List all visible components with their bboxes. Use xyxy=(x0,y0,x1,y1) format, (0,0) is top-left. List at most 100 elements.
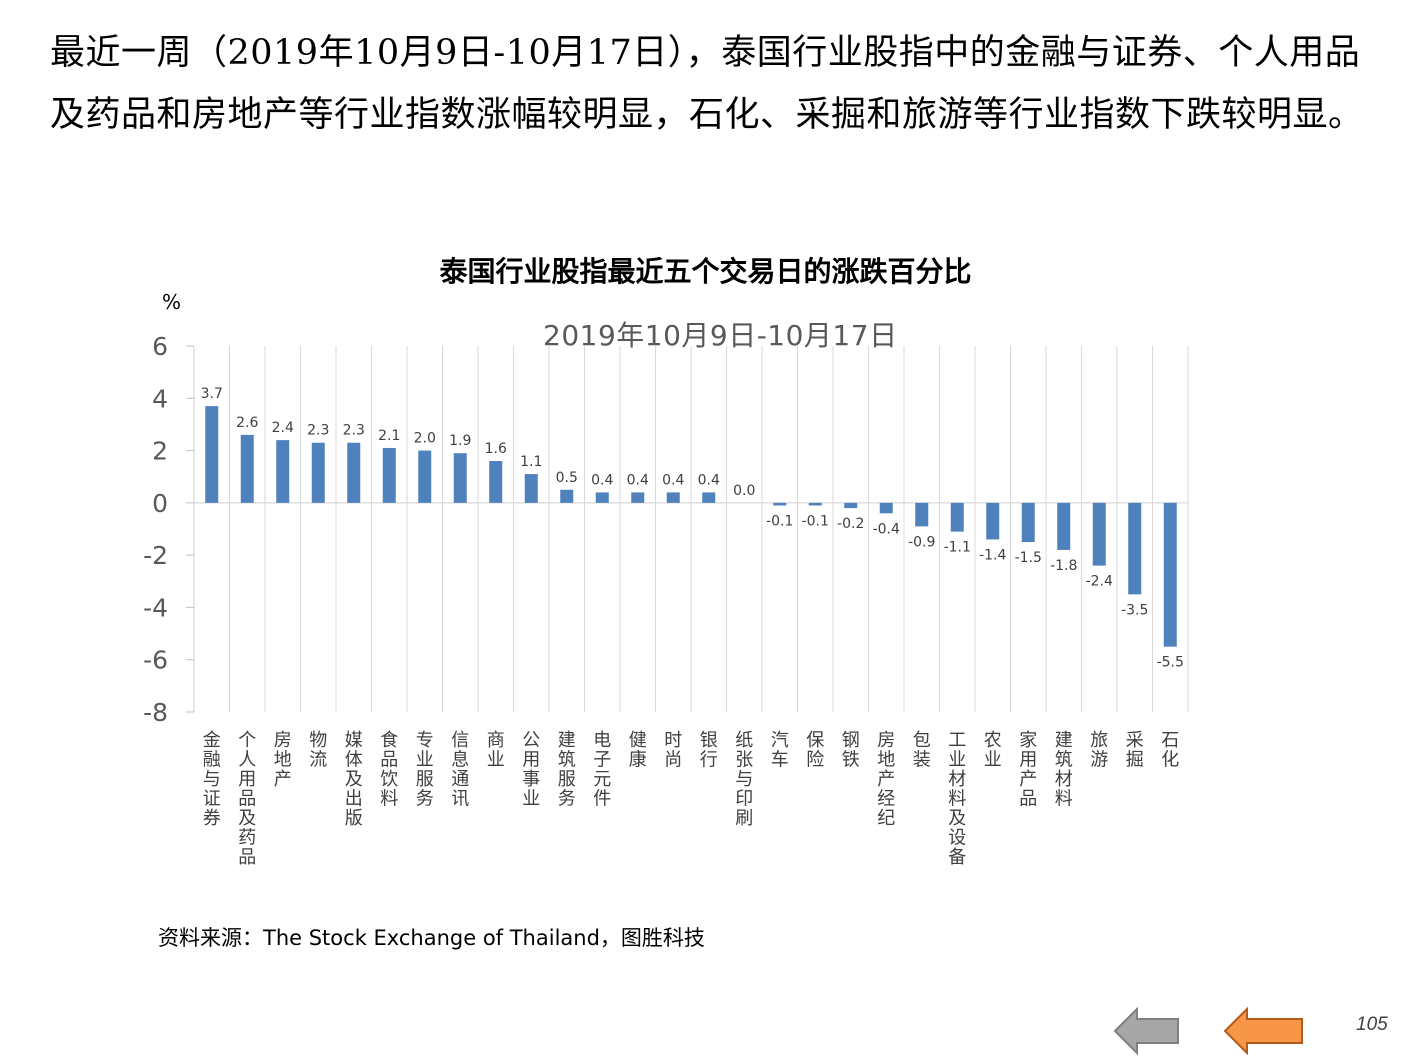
bar xyxy=(311,442,325,503)
category-label: 银行 xyxy=(700,730,718,771)
data-label: -1.8 xyxy=(1050,558,1077,574)
category-label: 个人用品及药品 xyxy=(238,730,256,868)
bar xyxy=(1021,502,1035,543)
bar-chart: 6 4 2 0 -2 -4 -6 -8 3.7 金融与证券 2.6 个人用品及药品 2.4 房地产 2.3 物… xyxy=(143,332,1189,868)
category-label: 商业 xyxy=(487,730,505,771)
data-label: -0.1 xyxy=(766,513,793,529)
data-label: -3.5 xyxy=(1121,602,1148,618)
bar xyxy=(595,492,609,503)
data-label: 2.0 xyxy=(414,431,436,447)
data-label: -0.2 xyxy=(837,516,864,532)
category-label: 钢铁 xyxy=(842,730,860,771)
y-tick-label: -2 xyxy=(143,541,168,570)
category-label: 信息通讯 xyxy=(451,730,469,810)
forward-button[interactable] xyxy=(1222,1006,1307,1060)
category-label: 房地产经纪 xyxy=(877,730,895,829)
category-label: 建筑服务 xyxy=(558,730,576,810)
back-button[interactable] xyxy=(1112,1006,1182,1060)
data-label: -1.4 xyxy=(979,547,1006,563)
category-label: 公用事业 xyxy=(522,730,540,810)
bar xyxy=(631,492,645,503)
data-label: 2.4 xyxy=(272,420,294,436)
category-label: 电子元件 xyxy=(593,730,611,810)
data-label: 0.4 xyxy=(591,472,613,488)
category-label: 汽车 xyxy=(771,730,789,771)
bar xyxy=(666,492,680,503)
bar xyxy=(808,502,822,506)
data-label: 0.5 xyxy=(556,470,578,486)
category-label: 金融与证券 xyxy=(203,730,221,829)
bar xyxy=(418,450,432,503)
data-label: -1.5 xyxy=(1015,550,1042,566)
y-tick-label: -8 xyxy=(143,698,168,727)
bar xyxy=(560,489,574,503)
category-label: 家用产品 xyxy=(1019,730,1037,810)
category-label: 时尚 xyxy=(664,730,682,771)
data-label: 0.4 xyxy=(698,472,720,488)
category-label: 农业 xyxy=(984,730,1002,771)
page-number: 105 xyxy=(1356,1014,1388,1035)
category-label: 石化 xyxy=(1161,730,1179,771)
data-label: 2.6 xyxy=(236,415,258,431)
bar xyxy=(844,502,858,509)
category-label: 食品饮料 xyxy=(380,730,398,810)
bar xyxy=(879,502,893,514)
category-label: 采掘 xyxy=(1126,730,1144,771)
category-label: 健康 xyxy=(629,730,647,771)
chart-subtitle: 2019年10月9日-10月17日 xyxy=(543,319,898,352)
bar xyxy=(702,492,716,503)
category-label: 媒体及出版 xyxy=(345,730,363,829)
category-label: 旅游 xyxy=(1090,730,1108,771)
data-label: -5.5 xyxy=(1157,655,1184,671)
bar xyxy=(1163,502,1177,647)
bar xyxy=(773,502,787,506)
bar xyxy=(915,502,929,527)
intro-paragraph: 最近一周（2019年10月9日-10月17日），泰国行业股指中的金融与证券、个人… xyxy=(50,33,1364,135)
bar xyxy=(1092,502,1106,566)
category-label: 物流 xyxy=(309,730,327,771)
y-tick-label: -6 xyxy=(143,646,168,675)
category-label: 纸张与印刷 xyxy=(735,730,753,829)
bar xyxy=(1057,502,1071,550)
data-label: 1.6 xyxy=(485,441,507,457)
bar xyxy=(524,474,538,503)
bar xyxy=(453,453,467,503)
bar xyxy=(240,434,254,503)
data-label: -2.4 xyxy=(1086,574,1113,590)
bar xyxy=(1128,502,1142,595)
y-tick-label: -4 xyxy=(143,593,168,622)
bar xyxy=(950,502,964,532)
bar xyxy=(986,502,1000,540)
category-label: 包装 xyxy=(913,730,931,771)
category-label: 工业材料及设备 xyxy=(948,730,966,868)
y-axis-unit: % xyxy=(162,290,182,314)
data-label: -0.1 xyxy=(802,513,829,529)
data-label: 1.1 xyxy=(520,454,542,470)
data-label: 0.4 xyxy=(627,472,649,488)
bar xyxy=(205,406,219,503)
data-label: 2.1 xyxy=(378,428,400,444)
category-label: 房地产 xyxy=(274,730,292,790)
data-label: 0.0 xyxy=(733,483,755,499)
chart-title: 泰国行业股指最近五个交易日的涨跌百分比 xyxy=(439,255,972,288)
bar xyxy=(276,440,290,503)
data-label: -0.4 xyxy=(873,521,900,537)
data-label: -0.9 xyxy=(908,534,935,550)
left-arrow-icon xyxy=(1113,1006,1179,1056)
data-label: 2.3 xyxy=(307,423,329,439)
data-label: 2.3 xyxy=(343,423,365,439)
data-label: 1.9 xyxy=(449,433,471,449)
y-tick-label: 4 xyxy=(152,384,168,413)
category-label: 保险 xyxy=(806,730,824,771)
bar xyxy=(382,447,396,503)
bar xyxy=(347,442,361,503)
data-label: -1.1 xyxy=(944,540,971,556)
data-label: 3.7 xyxy=(201,386,223,402)
source-note: 资料来源：The Stock Exchange of Thailand，图胜科技 xyxy=(158,926,705,950)
bar xyxy=(489,461,503,503)
category-label: 专业服务 xyxy=(416,730,434,810)
y-tick-label: 2 xyxy=(152,437,168,466)
category-label: 建筑材料 xyxy=(1055,730,1073,810)
y-tick-label: 6 xyxy=(152,332,168,361)
left-arrow-icon xyxy=(1223,1006,1303,1056)
